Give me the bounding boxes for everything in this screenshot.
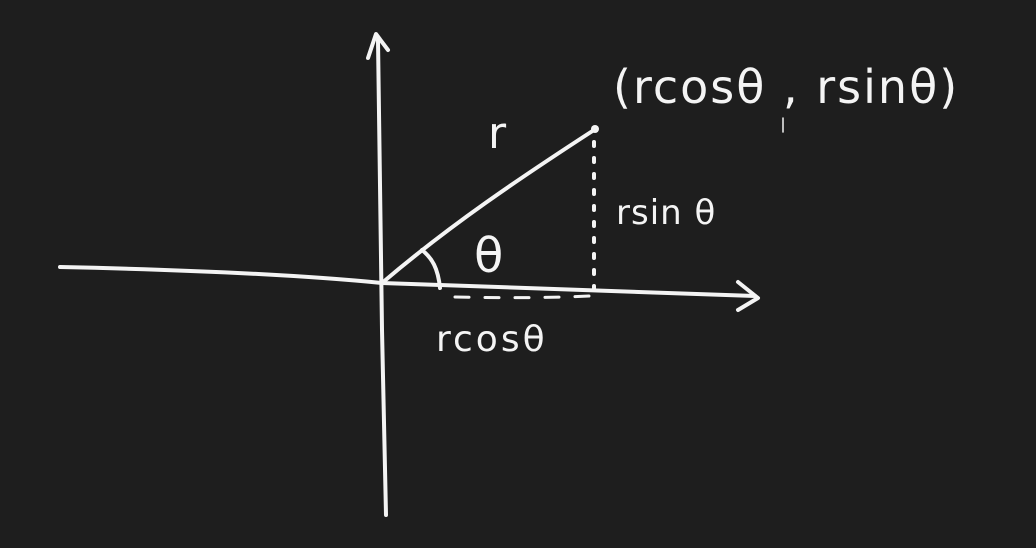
y-axis-arrowhead — [366, 32, 390, 60]
y-axis — [376, 38, 388, 517]
vertical-leg-label: rsin θ — [616, 193, 717, 233]
radius-line — [380, 128, 596, 285]
angle-arc — [420, 248, 442, 290]
angle-label: θ — [474, 228, 504, 284]
horizontal-projection-line — [453, 294, 592, 300]
point-label: (rcosθ , rsinθ) — [613, 60, 960, 114]
point-marker — [591, 125, 599, 133]
horizontal-leg-label: rcosθ — [436, 319, 548, 360]
radius-label: r — [488, 108, 507, 159]
x-axis-arrowhead — [736, 280, 760, 312]
x-axis — [58, 265, 757, 298]
